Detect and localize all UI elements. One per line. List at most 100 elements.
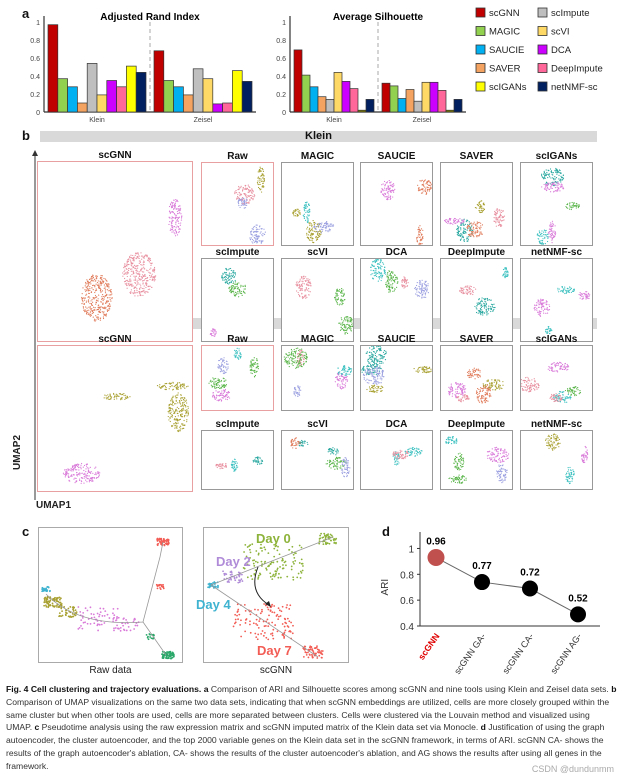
cell-point [177,382,179,384]
cell-point [479,371,481,373]
cell-point [77,465,79,468]
cell-point [567,207,569,209]
cell-point [263,233,265,236]
cell-point [447,220,449,222]
cell-point [363,374,366,377]
umap-title: Raw [227,334,248,345]
cell-point [143,257,145,259]
cell-point [550,171,553,173]
cell-point [481,209,483,211]
cell-point [542,299,544,301]
cell-point [148,288,151,290]
cell-point [110,398,112,400]
cell-point [110,396,113,398]
cell-point [217,391,219,393]
cell-point [550,236,552,238]
cell-point [295,392,297,395]
cell-point [547,237,549,239]
cell-point [365,372,367,374]
cell-point [382,376,385,378]
cell-point [146,291,148,293]
cell-point [341,289,343,292]
cell-point [169,416,171,419]
cell-point [415,293,417,295]
cell-point [341,369,343,372]
cell-point [554,225,556,227]
cell-point [533,307,536,309]
cell-point [294,210,296,213]
cell-point [460,287,462,289]
cell-point [340,372,342,375]
cell-point [165,387,167,389]
cell-point [374,366,376,368]
cell-point [70,474,73,476]
cell-point [425,367,428,369]
cell-point [426,287,428,289]
cell-point [73,478,75,480]
cell-point [547,309,549,311]
cell-point [235,350,238,352]
cell-point [94,285,96,287]
cell-point [84,472,86,474]
cell-point [249,191,251,193]
cell-point [82,466,84,468]
cell-point [302,280,304,283]
cell-point [544,174,546,177]
cell-point [244,292,246,294]
cell-point [444,219,447,221]
cell-point [124,398,126,401]
bar-MAGIC-Zeisel [163,80,174,113]
cell-point [538,230,540,232]
cell-point [368,372,370,375]
cell-point [319,234,321,236]
cell-point [134,254,136,256]
cell-point [417,235,419,237]
cell-point [236,198,238,200]
cell-point [486,314,488,316]
cell-point [373,360,375,362]
cell-point [299,287,301,289]
cell-point [586,294,588,296]
cell-point [219,398,221,400]
cell-point [428,184,430,186]
cell-point [132,265,134,268]
cell-point [298,294,301,297]
cell-point [460,224,462,226]
cell-point [562,188,564,190]
umap-MAGIC [281,345,354,411]
cell-point [366,351,368,353]
cell-point [249,237,251,239]
cell-point [169,220,171,223]
cell-point [425,183,427,185]
cell-point [556,181,558,184]
cell-point [133,272,135,274]
cell-point [342,380,345,382]
cell-point [78,479,81,481]
cell-point [151,276,153,278]
cell-point [293,348,295,351]
cell-point [170,398,173,400]
cell-point [71,475,73,477]
cell-point [337,383,339,385]
cell-point [174,412,176,414]
cell-point [380,357,382,359]
cell-point [253,196,255,198]
cell-point [248,186,250,188]
cell-point [562,174,564,176]
cell-point [147,291,149,293]
cell-point [126,395,128,397]
cell-point [176,216,178,219]
cell-point [91,276,93,278]
legend-label: MAGIC [489,27,520,38]
cell-point [237,286,239,289]
cell-point [184,397,186,399]
cell-point [123,277,126,280]
cell-point [478,222,480,224]
cell-point [542,238,544,240]
cell-point [152,270,154,272]
cell-point [97,318,99,320]
cell-point [345,374,347,376]
cell-point [560,186,562,188]
cell-point [85,301,87,303]
cell-point [91,477,94,479]
